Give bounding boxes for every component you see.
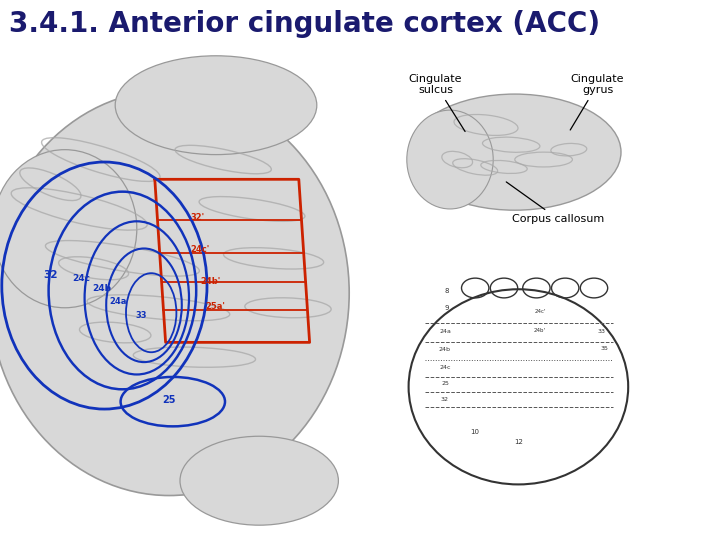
Text: 25a': 25a' (205, 302, 225, 311)
Text: 25: 25 (441, 381, 449, 386)
Text: 8: 8 (444, 288, 449, 294)
Text: 24b: 24b (439, 347, 451, 352)
Ellipse shape (408, 94, 621, 210)
Text: Cingulate
gyrus: Cingulate gyrus (570, 73, 624, 130)
Text: 24c: 24c (439, 365, 451, 370)
Text: 24a: 24a (109, 297, 127, 306)
Text: 24b': 24b' (534, 328, 546, 334)
Text: 33: 33 (597, 329, 606, 334)
Ellipse shape (409, 289, 628, 484)
Text: 24c': 24c' (191, 245, 210, 254)
Text: Cingulate
sulcus: Cingulate sulcus (409, 73, 465, 132)
Ellipse shape (0, 90, 349, 496)
Text: 32: 32 (43, 270, 58, 280)
Text: 35: 35 (601, 346, 608, 351)
Text: 12: 12 (514, 438, 523, 444)
Text: 24a: 24a (439, 329, 451, 334)
Text: 24b: 24b (92, 285, 111, 293)
Text: 32': 32' (191, 213, 205, 222)
Text: 10: 10 (471, 429, 480, 435)
Ellipse shape (407, 110, 493, 209)
Text: 32: 32 (441, 397, 449, 402)
Text: 24c': 24c' (534, 309, 546, 314)
Text: 9: 9 (444, 305, 449, 311)
Text: 33: 33 (135, 310, 147, 320)
Text: 24b': 24b' (200, 276, 220, 286)
Ellipse shape (0, 150, 137, 308)
Ellipse shape (115, 56, 317, 154)
Text: Corpus callosum: Corpus callosum (506, 182, 604, 224)
Text: 3.4.1. Anterior cingulate cortex (ACC): 3.4.1. Anterior cingulate cortex (ACC) (9, 10, 600, 38)
Text: 24c: 24c (72, 274, 90, 282)
Ellipse shape (180, 436, 338, 525)
Text: 25: 25 (162, 395, 176, 404)
